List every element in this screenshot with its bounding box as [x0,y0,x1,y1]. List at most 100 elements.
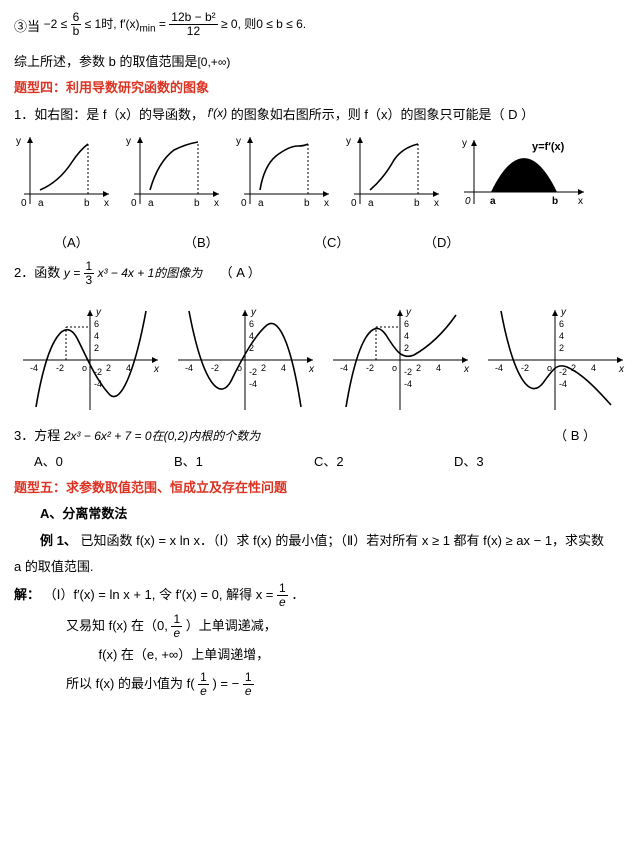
svg-text:2: 2 [559,343,564,353]
svg-text:a: a [38,198,44,209]
svg-text:-4: -4 [559,379,567,389]
question-3: 3．方程 2x³ − 6x² + 7 = 0在(0,2)内根的个数为 （ B ） [14,425,626,447]
item-3: ③当 −2 ≤ 6 b ≤ 1时, f′(x)min = 12b − b² 12… [14,14,626,41]
svg-text:6: 6 [249,319,254,329]
plot-B: y x 0 a b [124,132,224,212]
svg-text:-4: -4 [404,379,412,389]
svg-text:y: y [346,136,351,147]
svg-text:2: 2 [261,363,266,373]
svg-text:o: o [392,363,397,373]
svg-text:x: x [308,364,315,375]
svg-text:6: 6 [559,319,564,329]
plot-A: y x 0 a b [14,132,114,212]
section-4-title: 题型四：利用导数研究函数的图象 [14,77,626,99]
svg-text:4: 4 [559,331,564,341]
svg-text:y: y [95,307,102,318]
svg-text:y: y [250,307,257,318]
svg-text:y: y [236,136,241,147]
svg-text:b: b [194,198,200,209]
cubic-A: y x o -4-2 24 642 -2-4 [18,305,163,415]
svg-text:-2: -2 [404,367,412,377]
svg-text:b: b [304,198,310,209]
cubic-D: y x o -4-2 24 642 -2-4 [483,305,628,415]
example-1b: a 的取值范围. [14,556,626,578]
svg-text:4: 4 [436,363,441,373]
frac-1-e-c: 1 e [198,671,209,698]
svg-text:x: x [324,198,329,209]
svg-text:2: 2 [404,343,409,353]
svg-text:x: x [214,198,219,209]
txt: ③当 [14,19,40,34]
cubic-B: y x o -4-2 24 642 -2-4 [173,305,318,415]
frac-1-e-b: 1 e [171,613,182,640]
svg-text:0: 0 [21,198,27,209]
svg-text:4: 4 [249,331,254,341]
svg-text:0: 0 [241,198,247,209]
method-A: A、分离常数法 [14,503,626,525]
svg-text:b: b [414,198,420,209]
svg-text:-2: -2 [249,367,257,377]
svg-text:4: 4 [281,363,286,373]
svg-text:-4: -4 [185,363,193,373]
svg-text:-2: -2 [521,363,529,373]
opt-D: D、3 [454,451,484,473]
svg-text:6: 6 [404,319,409,329]
question-1: 1．如右图：是 f（x）的导函数， f′(x) 的图象如右图所示，则 f（x）的… [14,104,626,126]
svg-text:x: x [463,364,470,375]
svg-text:4: 4 [404,331,409,341]
svg-text:y: y [462,138,467,149]
question-2: 2．函数 y = 1 3 x³ − 4x + 1的图像为 （ A ） [14,260,626,287]
frac-6-b: 6 b [71,11,82,38]
svg-text:b: b [84,198,90,209]
svg-text:x: x [434,198,439,209]
svg-text:a: a [490,196,496,207]
graphs-q1: y x 0 a b y x 0 a b [14,132,626,212]
cubic-C: y x o -4 -2 2 4 6 4 2 -2 -4 [328,305,473,415]
opt-B: B、1 [174,451,314,473]
solution-l3: f(x) 在（e, +∞）上单调递增， [14,644,626,666]
svg-text:-4: -4 [340,363,348,373]
section-5-title: 题型五：求参数取值范围、恒成立及存在性问题 [14,477,626,499]
svg-text:-2: -2 [559,367,567,377]
frac-1-e-a: 1 e [277,582,288,609]
svg-text:0: 0 [465,196,471,207]
svg-text:y: y [405,307,412,318]
lbl-D: （D） [424,232,459,254]
svg-text:0: 0 [351,198,357,209]
svg-text:y: y [560,307,567,318]
conclusion: 综上所述，参数 b 的取值范围是[0,+∞) [14,51,626,73]
example-1: 例 1、 已知函数 f(x) = x ln x．（Ⅰ）求 f(x) 的最小值；（… [14,530,626,552]
svg-text:y: y [16,136,21,147]
svg-text:a: a [258,198,264,209]
svg-text:x: x [104,198,109,209]
svg-text:-4: -4 [30,363,38,373]
svg-text:-2: -2 [366,363,374,373]
frac-2: 12b − b² 12 [169,11,217,38]
solution-l2: 又易知 f(x) 在（0, 1 e ）上单调递减， [14,613,626,640]
svg-text:-2: -2 [211,363,219,373]
plot-D: y x 0 a b [344,132,444,212]
frac-1-e-d: 1 e [243,671,254,698]
labels-q1: （A） （B） （C） （D） [14,232,626,254]
svg-text:y=f′(x): y=f′(x) [532,141,565,153]
lbl-B: （B） [184,232,314,254]
svg-text:x: x [618,364,625,375]
svg-text:2: 2 [94,343,99,353]
svg-text:x: x [578,196,583,207]
svg-text:-2: -2 [56,363,64,373]
svg-text:b: b [552,196,558,207]
lbl-A: （A） [54,232,184,254]
svg-text:-4: -4 [249,379,257,389]
svg-text:2: 2 [416,363,421,373]
solution-l4: 所以 f(x) 的最小值为 f( 1 e ) = − 1 e [14,671,626,698]
svg-text:2: 2 [106,363,111,373]
svg-text:4: 4 [591,363,596,373]
solution-l1: 解： （Ⅰ）f′(x) = ln x + 1, 令 f′(x) = 0, 解得 … [14,582,626,609]
svg-text:a: a [148,198,154,209]
svg-text:-4: -4 [495,363,503,373]
svg-text:6: 6 [94,319,99,329]
graphs-q2: y x o -4 -2 2 4 6 4 2 -2 -4 y x o -4 -2 2 4 6 4 2… [14,305,626,415]
svg-text:a: a [368,198,374,209]
plot-fprime: x y 0 a b y=f′(x) [454,132,594,212]
plot-C: y x 0 a b [234,132,334,212]
